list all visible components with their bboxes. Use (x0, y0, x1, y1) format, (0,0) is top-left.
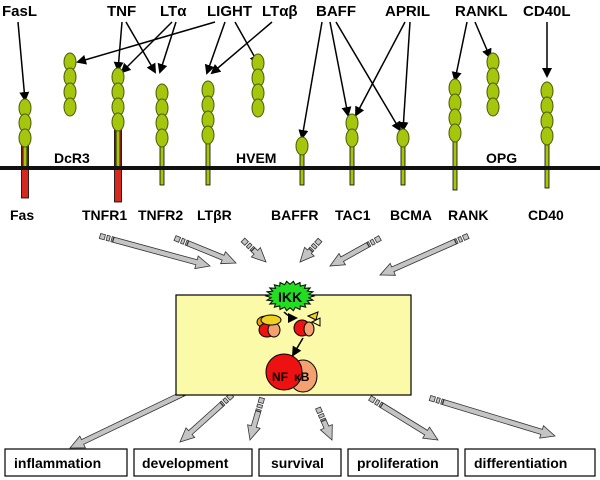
outcome-development: development (142, 455, 229, 471)
receptor-bcma: BCMA (390, 207, 432, 223)
outcome-differentiation: differentiation (474, 455, 567, 471)
arrow-in-4 (299, 237, 323, 263)
ikk-to-complex-arrow (283, 311, 298, 323)
receptor-domain (18, 128, 32, 148)
nfkb-dimer: NF κB (265, 353, 318, 393)
arrow-baff-tac1 (329, 21, 352, 117)
receptor-hvem: HVEM (236, 150, 276, 166)
receptor-domain (396, 128, 410, 148)
arrow-tnf-tnfr2 (125, 21, 157, 74)
ikb-nfkb-complex-left (256, 314, 282, 338)
receptor-tnfr2: TNFR2 (138, 207, 183, 223)
outcome-survival: survival (271, 455, 324, 471)
receptor-domain (448, 123, 462, 143)
receptor-opg: OPG (486, 150, 517, 166)
receptor-shape-tnfr1 (111, 67, 125, 203)
ligand-light: LIGHT (207, 3, 252, 20)
ligand-tnf: TNF (107, 3, 136, 20)
receptor-shape-hvem (251, 53, 265, 118)
receptor-cd40: CD40 (528, 207, 564, 223)
receptor-shape-opg (486, 52, 500, 117)
ikb-nfkb-complex-right (293, 311, 321, 337)
ligand-arrows (17, 21, 552, 140)
receptor-shape-fas (18, 98, 32, 199)
receptor-domain (155, 128, 169, 148)
ligand-fasl: FasL (2, 3, 37, 20)
release-arrow (291, 337, 304, 357)
receptor-shape-dcr3 (63, 52, 77, 117)
arrow-baff-bcma (335, 21, 402, 132)
arrow-fasl-fas (17, 21, 30, 102)
receptor-ltbr: LTβR (197, 207, 232, 223)
signal-arrows (69, 233, 556, 449)
ligand-rankl: RANKL (455, 3, 508, 20)
arrow-out-3 (247, 396, 265, 441)
receptor-rank: RANK (448, 207, 488, 223)
receptor-tac1: TAC1 (335, 207, 371, 223)
arrow-in-5 (329, 235, 382, 267)
outcome-box-survival (258, 448, 342, 477)
outcome-proliferation: proliferation (357, 455, 439, 471)
receptor-shape-bcma (396, 128, 410, 186)
receptor-baffr: BAFFR (271, 207, 318, 223)
ligand-april: APRIL (385, 3, 430, 20)
receptor-domain (63, 97, 77, 117)
receptor-dcr3: DcR3 (54, 150, 90, 166)
receptor-shape-ltbr (201, 80, 215, 186)
ligand-baff: BAFF (316, 3, 356, 20)
receptor-shape-tnfr2 (155, 83, 169, 186)
arrow-lta-tnfr1 (120, 21, 173, 74)
ligand-lt-alpha-beta: LTαβ (262, 3, 298, 20)
arrow-in-1 (98, 233, 211, 270)
outcome-box-differentiation (464, 448, 596, 477)
arrow-in-6 (379, 233, 470, 276)
outcome-inflammation: inflammation (14, 455, 101, 471)
receptor-fas: Fas (10, 207, 34, 223)
arrow-tnf-tnfr1 (113, 21, 124, 72)
arrow-in-2 (173, 235, 237, 265)
ligand-cd40l: CD40L (523, 3, 571, 20)
receptor-domain (486, 97, 500, 117)
receptor-domain (540, 126, 554, 146)
arrow-light-ltbr (204, 21, 226, 75)
arrow-lta-tnfr2 (157, 21, 177, 74)
arrow-april-tac1 (355, 21, 406, 117)
ikk-starburst (264, 280, 316, 312)
arrow-ltab-ltbr (210, 21, 273, 75)
receptor-domain (295, 136, 309, 156)
arrow-out-2 (179, 392, 235, 443)
receptor-domain (201, 125, 215, 145)
ikk-label: IKK (278, 289, 302, 305)
arrow-out-6 (428, 394, 556, 439)
receptor-group (18, 52, 554, 203)
arrow-out-5 (368, 395, 439, 441)
arrow-baff-baffr (298, 21, 323, 140)
receptor-domain (111, 112, 125, 132)
arrow-april-bcma (398, 21, 411, 132)
receptor-shape-rank (448, 78, 462, 191)
outcome-box-development (133, 448, 253, 477)
nfkb-label-nf: NF (272, 370, 288, 384)
receptor-shape-cd40 (540, 81, 554, 189)
arrow-rankl-opg (474, 21, 492, 59)
receptor-shape-baffr (295, 136, 309, 186)
receptor-tnfr1: TNFR1 (82, 207, 127, 223)
arrow-rankl-rank (451, 21, 468, 82)
ligand-lt-alpha: LTα (160, 3, 187, 20)
receptor-shape-tac1 (345, 113, 359, 186)
receptor-domain (345, 128, 359, 148)
outcome-boxes: inflammation development survival prolif… (4, 448, 596, 477)
arrow-in-3 (240, 237, 267, 263)
nfkb-label-kb: κB (294, 370, 310, 384)
arrow-light-dcr3 (76, 21, 216, 65)
arrow-out-4 (315, 406, 333, 441)
outcome-box-proliferation (347, 448, 459, 477)
outcome-box-inflammation (4, 448, 128, 477)
receptor-domain (251, 98, 265, 118)
